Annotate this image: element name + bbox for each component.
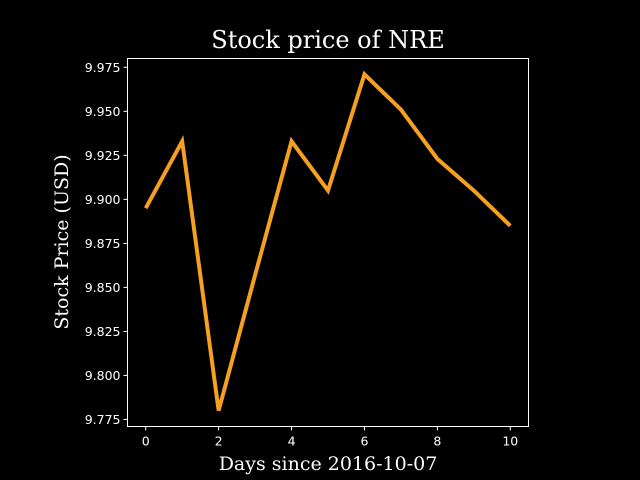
y-tick-label: 9.825 xyxy=(85,324,121,339)
chart-title: Stock price of NRE xyxy=(211,26,444,54)
y-tick-label: 9.800 xyxy=(85,368,121,383)
y-tick-label: 9.875 xyxy=(85,236,121,251)
series-line xyxy=(143,70,512,412)
y-axis-label: Stock Price (USD) xyxy=(51,154,73,329)
y-tick-label: 9.900 xyxy=(85,192,121,207)
x-tick-label: 10 xyxy=(502,434,518,449)
x-tick-label: 6 xyxy=(360,434,368,449)
y-axis-ticks: 9.775 9.800 9.825 9.850 9.875 9.900 9.925 9.950… xyxy=(85,60,128,427)
y-tick-label: 9.925 xyxy=(85,148,121,163)
x-tick-label: 4 xyxy=(288,434,296,449)
plot-area-frame xyxy=(127,58,529,427)
x-tick-label: 8 xyxy=(433,434,441,449)
x-tick-label: 0 xyxy=(142,434,150,449)
y-tick-label: 9.775 xyxy=(85,412,121,427)
x-axis-label: Days since 2016-10-07 xyxy=(219,453,438,475)
series-layer xyxy=(143,70,512,412)
y-tick-label: 9.850 xyxy=(85,280,121,295)
y-tick-label: 9.975 xyxy=(85,60,121,75)
x-axis-ticks: 0 2 4 6 8 10 xyxy=(142,426,518,449)
x-tick-label: 2 xyxy=(215,434,223,449)
y-tick-label: 9.950 xyxy=(85,104,121,119)
